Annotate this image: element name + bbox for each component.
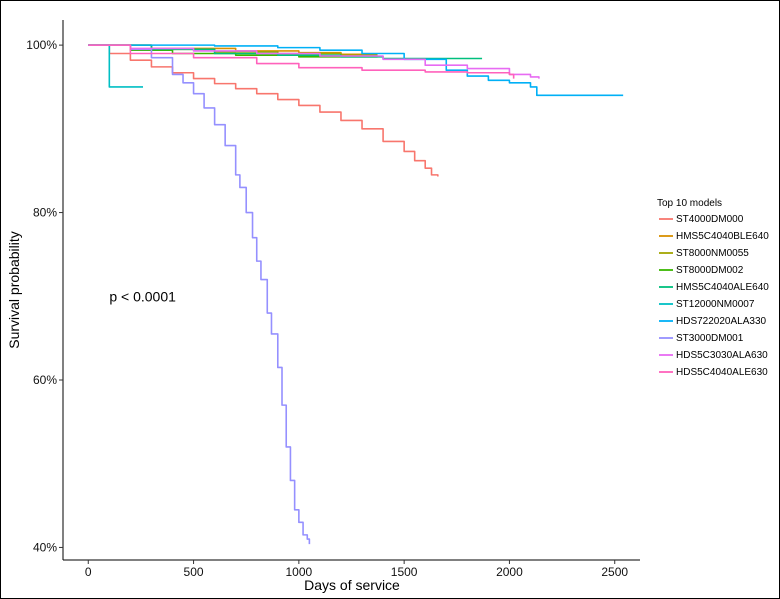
x-tick-label: 500 xyxy=(184,565,204,579)
legend-title: Top 10 models xyxy=(657,198,722,209)
legend-label: HDS722020ALA330 xyxy=(676,316,767,327)
y-tick-label: 100% xyxy=(26,38,57,52)
x-tick-label: 2500 xyxy=(601,565,628,579)
y-axis-title: Survival probability xyxy=(6,231,22,349)
x-axis-title: Days of service xyxy=(304,577,400,593)
y-tick-label: 40% xyxy=(33,540,57,554)
legend-label: ST12000NM0007 xyxy=(676,299,755,310)
series-layer xyxy=(88,44,624,545)
annotation-text: p < 0.0001 xyxy=(109,288,176,304)
x-tick-label: 2000 xyxy=(496,565,523,579)
legend-label: ST4000DM000 xyxy=(676,214,744,225)
legend-label: HDS5C4040ALE630 xyxy=(676,367,768,378)
series-line-st3000dm001 xyxy=(88,44,311,545)
series-line-hds5c4040ale630 xyxy=(88,44,515,79)
series-line-hds722020ala330 xyxy=(88,44,624,97)
x-tick-label: 1500 xyxy=(391,565,418,579)
legend-label: HDS5C3030ALA630 xyxy=(676,350,768,361)
legend: ST4000DM000 HMS5C4040BLE640 ST8000NM0055 ST… xyxy=(659,214,769,378)
legend-label: ST8000NM0055 xyxy=(676,248,749,259)
x-tick-label: 0 xyxy=(85,565,92,579)
legend-label: ST3000DM001 xyxy=(676,333,744,344)
series-line-st4000dm000 xyxy=(88,44,439,177)
y-tick-label: 80% xyxy=(33,206,57,220)
legend-label: ST8000DM002 xyxy=(676,265,744,276)
series-line-st12000nm0007 xyxy=(88,44,144,88)
y-tick-label: 60% xyxy=(33,373,57,387)
series-line-hds5c3030ala630 xyxy=(88,44,540,79)
x-tick-label: 1000 xyxy=(286,565,313,579)
legend-label: HMS5C4040ALE640 xyxy=(676,282,769,293)
legend-label: HMS5C4040BLE640 xyxy=(676,231,769,242)
